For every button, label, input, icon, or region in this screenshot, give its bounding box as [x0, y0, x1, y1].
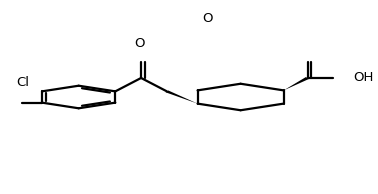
Polygon shape [284, 77, 309, 90]
Text: OH: OH [353, 71, 373, 84]
Text: Cl: Cl [16, 76, 29, 89]
Text: O: O [202, 12, 213, 25]
Polygon shape [166, 90, 198, 104]
Text: O: O [134, 37, 145, 50]
